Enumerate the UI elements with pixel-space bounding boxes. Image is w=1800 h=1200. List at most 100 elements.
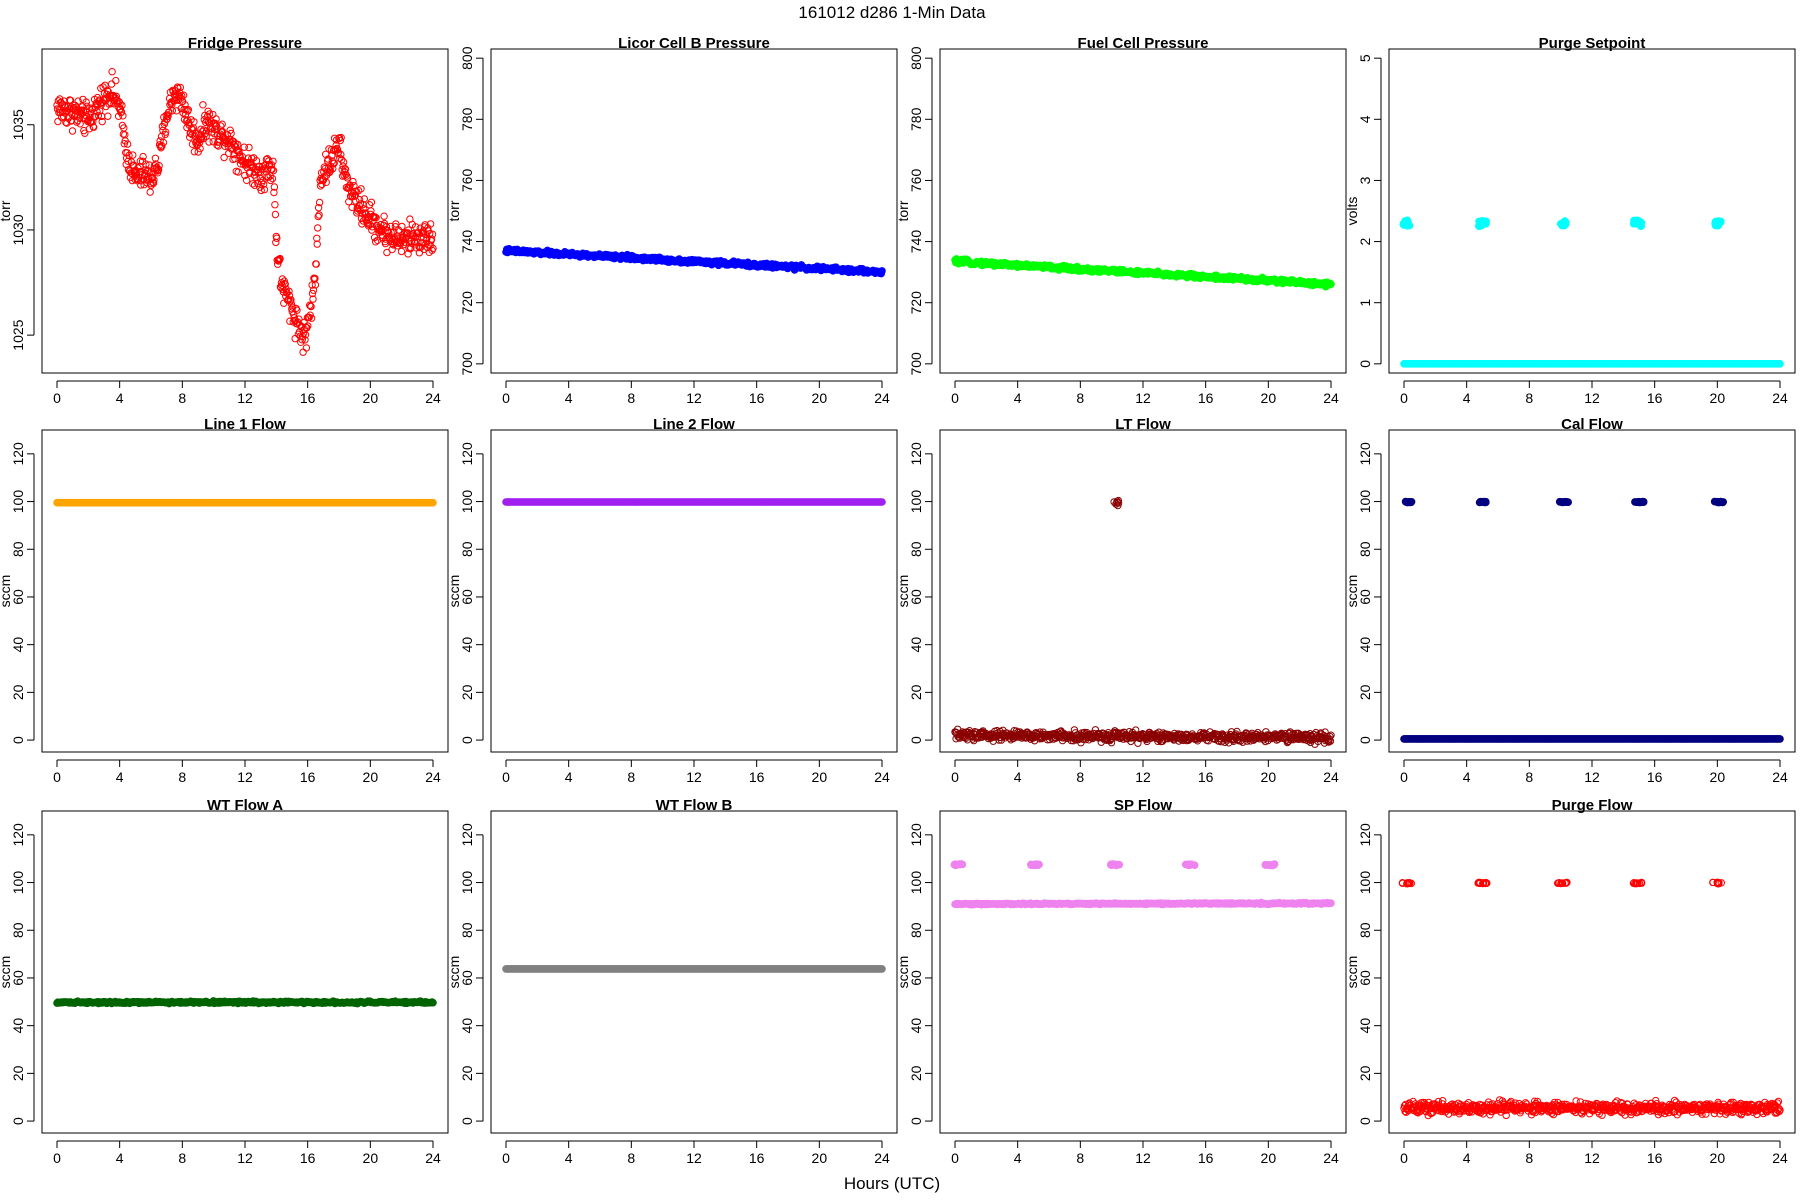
- y-tick-label: 40: [459, 637, 475, 653]
- plot-frame: [939, 429, 1347, 753]
- data-point: [68, 110, 76, 119]
- plot-frame: [1388, 429, 1796, 753]
- data-point: [270, 183, 279, 191]
- data-point: [191, 129, 200, 137]
- data-point: [164, 112, 172, 121]
- data-point: [1480, 498, 1489, 507]
- data-point: [276, 254, 284, 263]
- data-point: [388, 245, 396, 254]
- x-tick-label: 20: [1710, 390, 1726, 406]
- data-point: [165, 108, 173, 116]
- data-point: [309, 295, 317, 303]
- x-tick-label: 8: [178, 769, 186, 785]
- data-point: [283, 289, 291, 297]
- data-point: [158, 122, 167, 131]
- data-point: [137, 181, 145, 189]
- data-point: [337, 150, 345, 159]
- y-tick-label: 60: [1357, 589, 1373, 605]
- data-point: [341, 165, 350, 173]
- x-tick-label: 12: [1135, 390, 1151, 406]
- y-tick-label: 40: [908, 637, 924, 653]
- x-tick-label: 20: [1261, 390, 1277, 406]
- x-tick-label: 8: [627, 390, 635, 406]
- x-tick-label: 0: [502, 769, 510, 785]
- data-point: [429, 498, 437, 507]
- x-tick-label: 4: [1014, 390, 1022, 406]
- x-tick-label: 20: [812, 1150, 828, 1166]
- data-point: [119, 112, 127, 120]
- panel-title: Cal Flow: [1561, 416, 1623, 433]
- data-point: [400, 238, 408, 246]
- data-point: [349, 177, 357, 186]
- data-point: [326, 167, 335, 175]
- data-point: [306, 301, 314, 309]
- y-tick-label: 80: [459, 922, 475, 938]
- x-tick-label: 24: [874, 390, 890, 406]
- y-tick-label: 60: [459, 589, 475, 605]
- data-point: [112, 76, 120, 85]
- data-point: [281, 280, 289, 288]
- data-point: [330, 159, 338, 168]
- data-point: [314, 212, 322, 221]
- x-tick-label: 12: [686, 769, 702, 785]
- data-points: [951, 255, 1335, 291]
- x-tick-label: 8: [1525, 390, 1533, 406]
- x-tick-label: 0: [53, 390, 61, 406]
- y-tick-label: 700: [908, 352, 924, 376]
- data-point: [241, 171, 249, 180]
- data-point: [398, 222, 406, 231]
- x-tick-label: 16: [1647, 769, 1663, 785]
- data-points: [1400, 497, 1784, 743]
- data-point: [299, 348, 307, 356]
- data-point: [151, 154, 160, 163]
- y-axis-label: torr: [0, 200, 13, 221]
- y-tick-label: 740: [459, 230, 475, 254]
- x-tick-label: 20: [1710, 769, 1726, 785]
- data-point: [392, 220, 400, 228]
- data-point: [268, 165, 276, 174]
- y-tick-label: 720: [908, 291, 924, 315]
- x-tick-label: 12: [686, 390, 702, 406]
- y-tick-label: 80: [10, 922, 26, 938]
- y-tick-label: 0: [1357, 360, 1373, 368]
- data-point: [203, 112, 212, 121]
- data-point: [287, 300, 296, 308]
- data-point: [329, 164, 337, 173]
- data-point: [367, 198, 376, 207]
- data-point: [155, 162, 163, 170]
- plot-frame: [41, 429, 449, 753]
- data-point: [314, 204, 323, 212]
- y-tick-label: 0: [908, 736, 924, 744]
- data-point: [427, 235, 436, 243]
- data-point: [145, 174, 153, 183]
- data-point: [58, 108, 66, 117]
- y-tick-label: 120: [459, 823, 475, 847]
- data-point: [144, 173, 152, 181]
- data-point: [252, 157, 261, 165]
- panel-title: Fuel Cell Pressure: [1078, 35, 1209, 52]
- data-point: [109, 92, 118, 100]
- data-point: [313, 240, 321, 248]
- data-point: [218, 120, 226, 128]
- x-tick-label: 0: [53, 769, 61, 785]
- x-tick-label: 20: [363, 1150, 379, 1166]
- data-point: [343, 174, 352, 182]
- data-point: [293, 306, 301, 314]
- y-tick-label: 40: [10, 637, 26, 653]
- data-point: [176, 83, 185, 92]
- data-point: [260, 185, 269, 194]
- data-point: [271, 201, 279, 209]
- x-tick-label: 8: [1076, 390, 1084, 406]
- y-tick-label: 120: [1357, 442, 1373, 466]
- data-point: [258, 178, 266, 187]
- data-point: [429, 998, 437, 1007]
- y-axis-label: volts: [1344, 197, 1360, 226]
- data-point: [177, 104, 185, 113]
- data-point: [313, 234, 321, 243]
- data-point: [205, 110, 214, 118]
- data-point: [269, 157, 277, 166]
